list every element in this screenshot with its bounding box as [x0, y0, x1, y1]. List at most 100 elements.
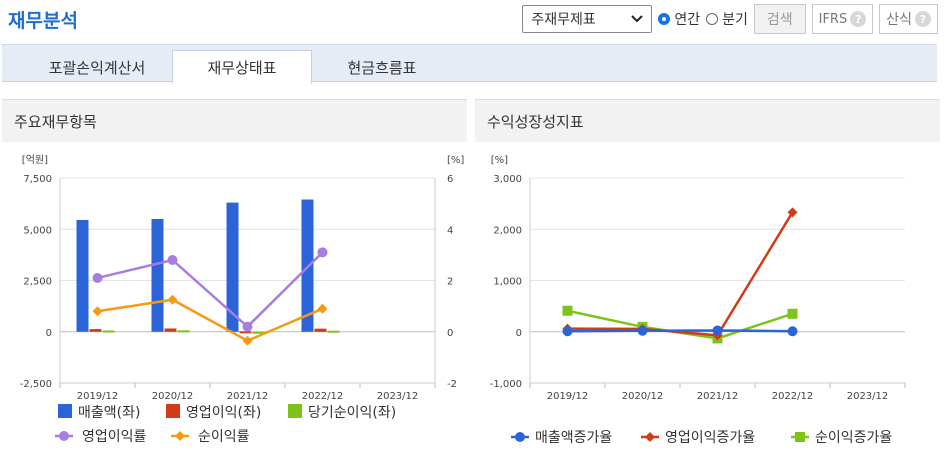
radio-quarter-dot[interactable] [706, 13, 719, 25]
y-tick-label: 3,000 [493, 174, 522, 185]
operating-margin-point [317, 247, 328, 258]
radio-annual-label: 연간 [674, 12, 701, 28]
y-right-tick-label: 0 [447, 328, 453, 339]
sales-growth-point [562, 326, 573, 337]
radio-annual-dot[interactable] [658, 13, 671, 25]
operating-margin-point [242, 321, 253, 332]
right-chart-panel: 수익성장성지표 [475, 99, 940, 472]
sales-growth-line [567, 329, 793, 333]
statement-tabs: 포괄손익계산서 재무상태표 현금흐름표 [2, 44, 937, 84]
legend-marker [795, 432, 805, 442]
help-icon[interactable]: ? [915, 11, 931, 27]
y-right-tick-label: 2 [447, 277, 453, 288]
tab-income-statement[interactable]: 포괄손익계산서 [22, 51, 172, 83]
y-right-tick-label: -2 [447, 379, 457, 390]
operating-profit-bar [239, 331, 252, 334]
radio-annual[interactable]: 연간 [658, 9, 700, 29]
x-tick-label: 2023/12 [377, 391, 419, 402]
net-margin-point [317, 303, 328, 314]
x-tick-label: 2020/12 [622, 391, 664, 402]
net-income-bar [177, 330, 190, 333]
net-income-growth-line [567, 309, 793, 340]
legend-label: 순이익증가율 [815, 430, 892, 446]
sales-bar [226, 202, 239, 332]
search-button[interactable]: 검색 [753, 4, 806, 34]
sales-bar [151, 219, 164, 332]
y-left-tick-label: 5,000 [23, 225, 52, 236]
formula-button[interactable]: 산식 ? [879, 4, 938, 34]
tab-label: 포괄손익계산서 [48, 58, 146, 77]
radio-quarter-label: 분기 [722, 12, 748, 28]
net-margin-point [242, 335, 253, 346]
filter-controls: 주재무제표 연간 분기 검색 IFRS ? 산식 ? [522, 3, 938, 35]
net-income-bar [102, 330, 115, 333]
net-margin-line [97, 298, 323, 343]
x-tick-label: 2019/12 [547, 391, 589, 402]
left-chart-panel: 주요재무항목 [2, 99, 467, 472]
legend-swatch [288, 404, 302, 418]
legend-marker [645, 432, 655, 442]
statement-select[interactable]: 주재무제표 [522, 5, 653, 33]
y-left-tick-label: 7,500 [23, 174, 52, 185]
y-tick-label: -1,000 [490, 379, 522, 390]
statement-select-value: 주재무제표 [531, 12, 596, 28]
y-left-tick-label: -2,500 [20, 379, 52, 390]
legend-marker [175, 431, 185, 441]
tab-label: 재무상태표 [207, 58, 277, 77]
ifrs-button[interactable]: IFRS ? [811, 4, 874, 34]
x-tick-label: 2019/12 [77, 391, 119, 402]
y-unit-label: [%] [491, 155, 508, 166]
chevron-down-icon [631, 11, 644, 27]
legend-label: 매출액증가율 [535, 430, 612, 446]
y-left-unit-label: [억원] [22, 154, 48, 166]
legend-label: 매출액(좌) [78, 405, 140, 421]
net-income-bar [252, 331, 265, 334]
panel-title: 수익성장성지표 [475, 100, 940, 142]
net-margin-point [92, 306, 103, 317]
ifrs-label: IFRS [818, 11, 848, 27]
tab-balance-sheet[interactable]: 재무상태표 [172, 50, 312, 84]
operating-margin-line [97, 251, 324, 329]
x-tick-label: 2023/12 [847, 391, 889, 402]
legend-swatch [166, 404, 180, 418]
sales-growth-point [637, 325, 648, 336]
legend-label: 영업이익률 [82, 429, 147, 445]
growth-indicators-chart: 3,000 2,000 1,000 0 -1,000 [%] 2019/12 2020/12 2… [490, 155, 906, 446]
radio-quarter[interactable]: 분기 [706, 9, 748, 29]
net-income-growth-point [787, 308, 798, 319]
y-tick-label: 2,000 [493, 225, 522, 236]
x-tick-label: 2021/12 [227, 391, 269, 402]
operating-profit-bar [89, 329, 102, 332]
legend-label: 영업이익증가율 [665, 430, 755, 446]
legend-label: 순이익률 [198, 429, 250, 445]
x-tick-label: 2020/12 [152, 391, 194, 402]
legend-marker [59, 431, 69, 441]
operating-margin-point [167, 255, 178, 265]
legend-label: 당기순이익(좌) [308, 405, 396, 421]
y-right-tick-label: 6 [447, 174, 453, 185]
operating-margin-point [92, 272, 103, 283]
x-tick-label: 2021/12 [697, 391, 739, 402]
tab-label: 현금흐름표 [347, 58, 417, 77]
y-right-unit-label: [%] [447, 155, 464, 166]
y-tick-label: 0 [516, 328, 522, 339]
operating-profit-growth-line [567, 211, 794, 337]
y-right-tick-label: 4 [447, 225, 453, 236]
x-tick-label: 2022/12 [772, 391, 814, 402]
operating-profit-bar [164, 328, 177, 332]
legend-swatch [58, 404, 72, 418]
legend-label: 영업이익(좌) [186, 405, 261, 421]
y-left-tick-label: 2,500 [23, 277, 52, 288]
search-button-label: 검색 [766, 12, 793, 28]
net-income-growth-point [562, 305, 573, 316]
tab-cash-flow[interactable]: 현금흐름표 [312, 51, 452, 83]
y-tick-label: 1,000 [493, 277, 522, 288]
x-tick-label: 2022/12 [302, 391, 344, 402]
panel-title: 주요재무항목 [2, 100, 467, 142]
net-income-bar [327, 330, 340, 333]
y-left-tick-label: 0 [46, 328, 52, 339]
formula-label: 산식 [886, 12, 912, 28]
legend-marker [515, 432, 525, 442]
operating-profit-bar [314, 328, 327, 332]
help-icon[interactable]: ? [850, 11, 867, 27]
